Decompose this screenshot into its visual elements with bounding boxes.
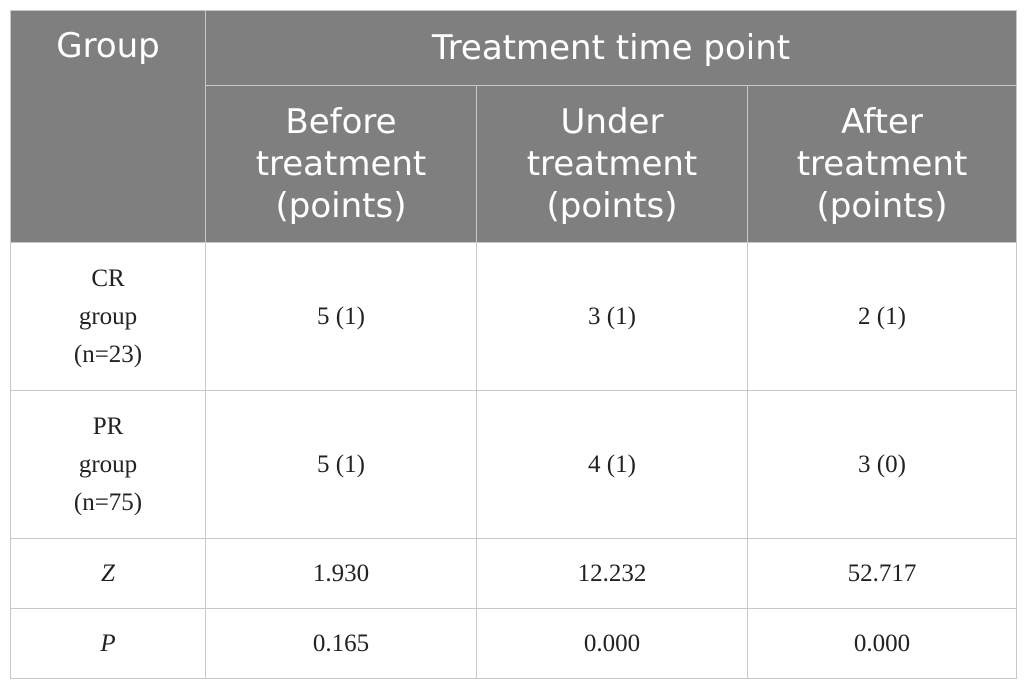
table-cell: 5 (1): [205, 242, 477, 391]
row-label: Z: [10, 538, 206, 609]
group-header: Group: [10, 10, 206, 243]
table-cell: 1.930: [205, 538, 477, 609]
table-row-pr-group: PR group (n=75) 5 (1) 4 (1) 3 (0): [10, 390, 1018, 539]
table-cell: 3 (1): [476, 242, 748, 391]
table-cell: 0.000: [476, 608, 748, 679]
table-cell: 2 (1): [746, 242, 1018, 391]
table-cell: 0.165: [205, 608, 477, 679]
time-point-header: Treatment time point: [204, 10, 1018, 86]
table-row-cr-group: CR group (n=23) 5 (1) 3 (1) 2 (1): [10, 242, 1018, 391]
header-row-2: Before treatment (points) Under treatmen…: [11, 85, 1018, 243]
under-treatment-header: Under treatment (points): [476, 85, 748, 243]
table-cell: 5 (1): [205, 390, 477, 539]
table-cell: 12.232: [476, 538, 748, 609]
results-table: Group Treatment time point Before treatm…: [10, 10, 1018, 679]
table-row-z: Z 1.930 12.232 52.717: [10, 538, 1018, 609]
table-cell: 3 (0): [746, 390, 1018, 539]
table-cell: 4 (1): [476, 390, 748, 539]
row-label: PR group (n=75): [10, 390, 206, 539]
table-row-p: P 0.165 0.000 0.000: [10, 608, 1018, 679]
row-label: CR group (n=23): [10, 242, 206, 391]
table-cell: 0.000: [746, 608, 1018, 679]
row-label: P: [10, 608, 206, 679]
table-cell: 52.717: [746, 538, 1018, 609]
header-row-1: Group Treatment time point: [10, 10, 1018, 243]
before-treatment-header: Before treatment (points): [205, 85, 477, 243]
after-treatment-header: After treatment (points): [746, 85, 1018, 243]
